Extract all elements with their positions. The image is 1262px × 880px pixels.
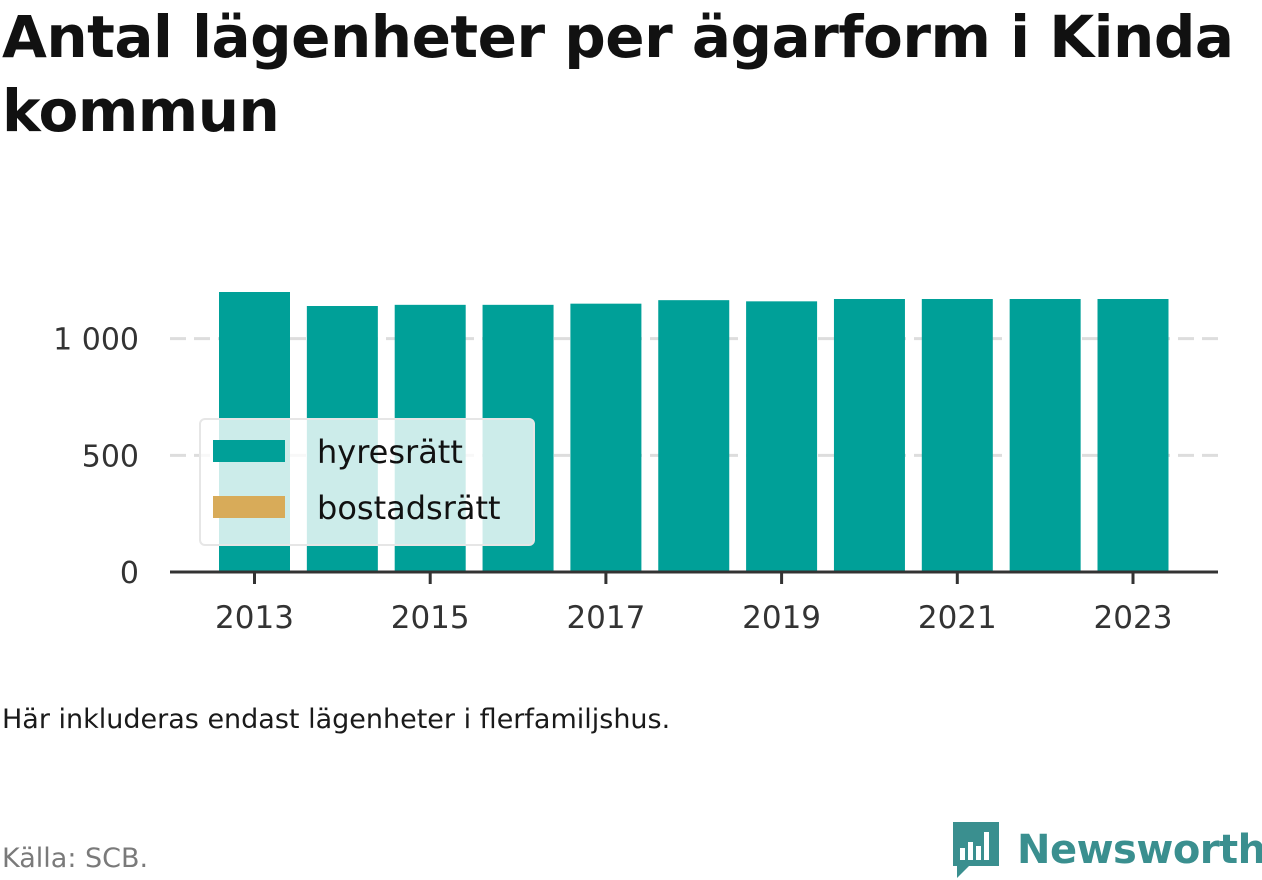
source-note: Källa: SCB.: [2, 843, 149, 874]
brand-logo: Newsworthy: [951, 820, 1262, 880]
bar-hyresratt: [921, 299, 993, 572]
legend-swatch: [213, 496, 285, 518]
bar-hyresratt: [1009, 299, 1081, 572]
x-tick-label: 2023: [1094, 600, 1173, 636]
legend: hyresrätt bostadsrätt: [199, 418, 535, 546]
chart-title: Antal lägenheter per ägarform i Kinda ko…: [2, 3, 1234, 145]
newsworthy-logo-icon: [953, 822, 999, 878]
y-tick-label: 1 000: [53, 323, 139, 358]
x-tick-label: 2021: [918, 600, 997, 636]
bar-hyresratt: [833, 299, 905, 572]
bar-hyresratt: [746, 301, 818, 572]
bar-hyresratt: [1097, 299, 1169, 572]
brand-name: Newsworthy: [1017, 827, 1262, 873]
legend-label: hyresrätt: [317, 433, 463, 471]
x-tick-label: 2015: [391, 600, 470, 636]
chart-caption: Här inkluderas endast lägenheter i flerf…: [2, 704, 671, 735]
legend-label: bostadsrätt: [317, 489, 501, 527]
y-tick-label: 0: [120, 556, 139, 591]
x-tick-label: 2013: [215, 600, 294, 636]
bar-hyresratt: [570, 303, 642, 572]
y-tick-label: 500: [82, 439, 139, 474]
legend-swatch: [213, 440, 285, 462]
x-tick-label: 2017: [566, 600, 645, 636]
bar-hyresratt: [658, 300, 730, 572]
axes: 0 500 1 000 2013 2015 2017 2019 2021 2023: [53, 323, 1218, 636]
x-tick-label: 2019: [742, 600, 821, 636]
